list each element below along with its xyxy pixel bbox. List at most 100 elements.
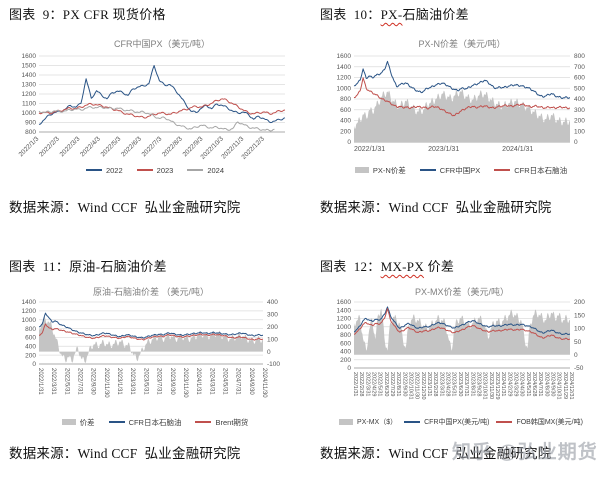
svg-text:400: 400 bbox=[574, 96, 585, 103]
caption-underlined: MX-PX bbox=[380, 259, 425, 274]
svg-text:1600: 1600 bbox=[337, 299, 352, 306]
svg-text:600: 600 bbox=[340, 340, 351, 347]
legend-item: CFR日本石脑油 bbox=[494, 165, 567, 176]
svg-text:700: 700 bbox=[574, 64, 585, 71]
svg-text:2024/10/31: 2024/10/31 bbox=[556, 372, 562, 400]
svg-text:2022/7/31: 2022/7/31 bbox=[77, 368, 83, 395]
svg-text:2023/5/31: 2023/5/31 bbox=[451, 372, 457, 396]
svg-text:2022/11/30: 2022/11/30 bbox=[414, 372, 420, 399]
svg-text:2023/9/30: 2023/9/30 bbox=[169, 368, 175, 395]
caption-underlined: PX- bbox=[380, 7, 403, 22]
svg-text:2022/1/31: 2022/1/31 bbox=[37, 368, 43, 395]
svg-text:1600: 1600 bbox=[337, 53, 352, 60]
svg-text:0: 0 bbox=[347, 139, 351, 146]
svg-text:150: 150 bbox=[574, 312, 585, 319]
svg-text:2024/11/29: 2024/11/29 bbox=[562, 372, 568, 399]
svg-text:2022/6/30: 2022/6/30 bbox=[383, 372, 389, 396]
svg-text:2022/5/31: 2022/5/31 bbox=[63, 368, 69, 395]
svg-text:200: 200 bbox=[340, 357, 351, 364]
svg-text:2024/5/31: 2024/5/31 bbox=[525, 372, 531, 396]
caption-text: 图表 11：原油-石脑油价差 bbox=[9, 259, 167, 274]
legend-label: PX-MX（$） bbox=[357, 419, 398, 426]
svg-text:1200: 1200 bbox=[22, 308, 37, 315]
svg-text:2023/7/31: 2023/7/31 bbox=[156, 368, 162, 395]
figure-px-cfr-spot-price: 图表 9：PX CFR 现货价格 CFR中国PX（美元/吨） 1600 1500 14… bbox=[9, 6, 301, 216]
legend-line-swatch bbox=[419, 169, 436, 171]
svg-text:1600: 1600 bbox=[22, 53, 37, 60]
legend-line-swatch bbox=[108, 421, 125, 423]
svg-text:2023/8/31: 2023/8/31 bbox=[469, 372, 475, 396]
svg-text:1200: 1200 bbox=[22, 91, 37, 98]
svg-text:200: 200 bbox=[574, 299, 585, 306]
svg-text:2022/9/30: 2022/9/30 bbox=[90, 368, 96, 395]
svg-text:0: 0 bbox=[574, 352, 578, 359]
svg-text:0: 0 bbox=[32, 361, 36, 368]
px-mx-spread-chart: PX-MX价差（美元/吨）160014001200100080060040020… bbox=[337, 286, 586, 400]
crude-naphtha-spread-chart: 原油-石脑油价差 （美元/吨）1400120010008006004002000… bbox=[22, 286, 281, 398]
svg-text:2022/1/31: 2022/1/31 bbox=[352, 372, 358, 396]
svg-text:2023/9/28: 2023/9/28 bbox=[475, 372, 481, 396]
legend-line-swatch bbox=[136, 169, 153, 171]
legend-item: PX-MX（$） bbox=[339, 417, 397, 427]
svg-text:0: 0 bbox=[347, 365, 351, 372]
svg-text:400: 400 bbox=[25, 343, 36, 350]
caption-text: 石脑油价差 bbox=[402, 7, 469, 22]
legend-item: Brent期货 bbox=[195, 417, 248, 428]
svg-text:2024/3/29: 2024/3/29 bbox=[512, 372, 518, 396]
svg-text:2022/3/3: 2022/3/3 bbox=[59, 135, 82, 158]
svg-text:1400: 1400 bbox=[337, 307, 352, 314]
svg-text:2023/11/30: 2023/11/30 bbox=[488, 372, 494, 399]
svg-text:2024/2/29: 2024/2/29 bbox=[506, 372, 512, 396]
svg-text:2024/8/30: 2024/8/30 bbox=[543, 372, 549, 396]
svg-text:-50: -50 bbox=[574, 365, 584, 372]
svg-text:1100: 1100 bbox=[22, 101, 36, 108]
svg-text:2023/2/28: 2023/2/28 bbox=[432, 372, 438, 396]
figure-caption: 图表 11：原油-石脑油价差 bbox=[9, 258, 301, 276]
figure-caption: 图表 9：PX CFR 现货价格 bbox=[9, 6, 301, 24]
svg-text:200: 200 bbox=[25, 352, 36, 359]
svg-text:2023/3/31: 2023/3/31 bbox=[438, 372, 444, 396]
svg-text:1300: 1300 bbox=[22, 82, 37, 89]
legend-item: CFR日本石脑油 bbox=[108, 417, 181, 428]
svg-text:2024/3/31: 2024/3/31 bbox=[208, 368, 214, 395]
svg-text:2024/5/31: 2024/5/31 bbox=[221, 368, 227, 395]
svg-text:0: 0 bbox=[574, 139, 578, 146]
svg-text:900: 900 bbox=[25, 120, 36, 127]
legend-label: 2023 bbox=[156, 165, 174, 175]
svg-text:2024/7/31: 2024/7/31 bbox=[235, 368, 241, 395]
data-source: 数据来源：Wind CCF 弘业金融研究院 bbox=[320, 446, 552, 461]
svg-text:1000: 1000 bbox=[337, 324, 352, 331]
svg-text:300: 300 bbox=[267, 312, 278, 319]
legend-label: CFR中国PX bbox=[439, 165, 481, 175]
svg-text:200: 200 bbox=[267, 324, 278, 331]
svg-text:2024/6/28: 2024/6/28 bbox=[531, 372, 537, 396]
legend-item: CFR中国PX(美元/吨) bbox=[404, 417, 489, 427]
svg-text:2024/11/30: 2024/11/30 bbox=[261, 368, 267, 398]
svg-text:PX-MX价差（美元/吨）: PX-MX价差（美元/吨） bbox=[415, 286, 509, 297]
legend-label: CFR中国PX(美元/吨) bbox=[424, 419, 490, 426]
svg-text:原油-石脑油价差 （美元/吨）: 原油-石脑油价差 （美元/吨） bbox=[93, 286, 209, 297]
legend-area-swatch bbox=[339, 419, 354, 425]
svg-text:300: 300 bbox=[574, 107, 585, 114]
svg-text:2024/12/31: 2024/12/31 bbox=[568, 372, 574, 400]
svg-text:1200: 1200 bbox=[337, 316, 352, 323]
legend-label: 价差 bbox=[79, 417, 95, 427]
svg-text:2022/3/31: 2022/3/31 bbox=[50, 368, 56, 395]
figure-px-naphtha-spread: 图表 10：PX-石脑油价差 PX-N价差（美元/吨） 1600 1400 1200 1… bbox=[320, 6, 602, 216]
svg-text:PX-N价差（美元/吨）: PX-N价差（美元/吨） bbox=[418, 38, 505, 49]
svg-text:800: 800 bbox=[574, 53, 585, 60]
svg-text:800: 800 bbox=[340, 332, 351, 339]
svg-text:400: 400 bbox=[340, 118, 351, 125]
svg-text:2022/10/31: 2022/10/31 bbox=[408, 372, 414, 400]
svg-text:2023/6/30: 2023/6/30 bbox=[457, 372, 463, 396]
svg-text:2022/9/30: 2022/9/30 bbox=[401, 372, 407, 396]
svg-text:1000: 1000 bbox=[22, 110, 37, 117]
legend-item: 价差 bbox=[61, 417, 95, 428]
legend-item: 2023 bbox=[136, 165, 174, 175]
svg-text:1000: 1000 bbox=[337, 85, 352, 92]
legend-label: FOB韩国MX(美元/吨) bbox=[516, 419, 583, 426]
legend-label: PX-N价差 bbox=[372, 165, 406, 175]
svg-text:100: 100 bbox=[574, 326, 585, 333]
svg-text:2022/7/29: 2022/7/29 bbox=[389, 372, 395, 396]
svg-text:600: 600 bbox=[574, 75, 585, 82]
